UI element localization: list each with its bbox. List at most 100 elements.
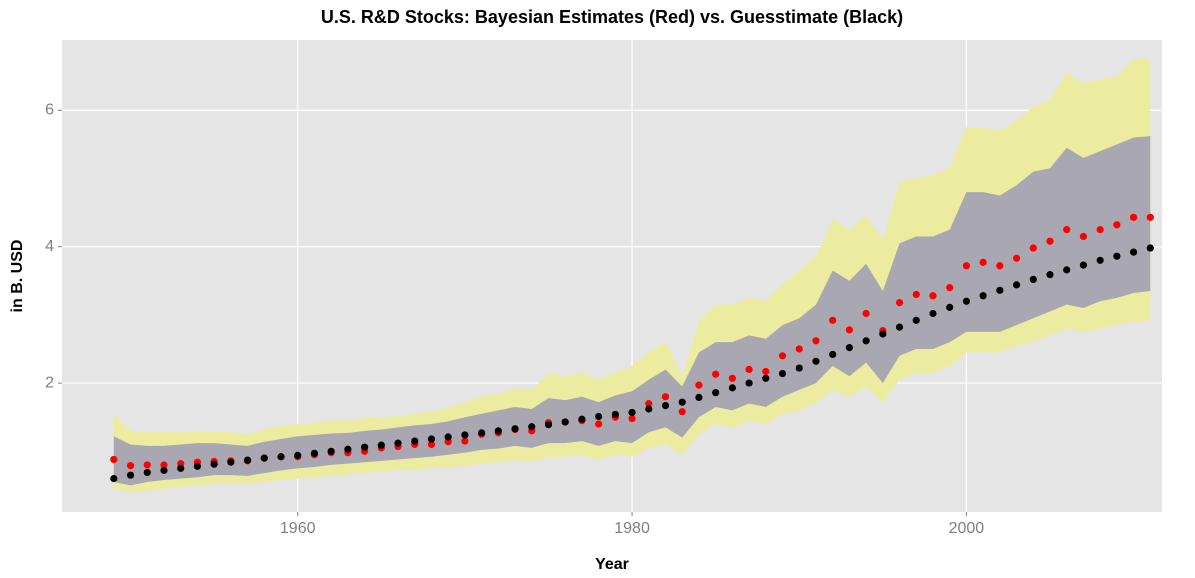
point bbox=[695, 393, 703, 402]
chart-title: U.S. R&D Stocks: Bayesian Estimates (Red… bbox=[321, 7, 903, 27]
point bbox=[427, 435, 436, 443]
y-axis-title: in B. USD bbox=[9, 240, 26, 313]
x-tick-label: 1960 bbox=[280, 520, 316, 537]
point bbox=[294, 451, 302, 459]
point bbox=[1012, 254, 1021, 262]
point bbox=[661, 401, 670, 410]
point bbox=[377, 441, 385, 449]
point bbox=[645, 405, 653, 413]
point bbox=[110, 474, 118, 483]
point bbox=[160, 466, 168, 474]
point bbox=[929, 292, 937, 300]
x-tick-label: 1980 bbox=[614, 520, 650, 537]
point bbox=[1029, 244, 1037, 252]
point bbox=[427, 440, 436, 449]
point bbox=[695, 381, 703, 389]
point bbox=[260, 454, 268, 462]
point bbox=[1029, 275, 1037, 284]
point bbox=[344, 445, 352, 453]
point bbox=[1012, 281, 1021, 289]
point bbox=[461, 437, 469, 445]
point bbox=[912, 290, 920, 299]
y-tick-label: 6 bbox=[45, 101, 54, 118]
point bbox=[494, 427, 502, 435]
point bbox=[778, 369, 787, 378]
x-tick-label: 2000 bbox=[949, 520, 985, 537]
point bbox=[778, 352, 787, 360]
point bbox=[979, 292, 987, 300]
point bbox=[444, 433, 452, 441]
point bbox=[829, 316, 837, 324]
point bbox=[360, 443, 369, 451]
point bbox=[478, 429, 486, 437]
point bbox=[578, 415, 586, 423]
point bbox=[962, 262, 971, 270]
point bbox=[712, 370, 720, 378]
point bbox=[745, 365, 753, 374]
point bbox=[762, 367, 770, 376]
point bbox=[595, 412, 603, 421]
point bbox=[1146, 213, 1154, 221]
point bbox=[1129, 248, 1138, 256]
point bbox=[628, 408, 636, 417]
point bbox=[795, 345, 803, 353]
point bbox=[1063, 266, 1071, 274]
point bbox=[678, 398, 686, 406]
point bbox=[1046, 271, 1054, 279]
point bbox=[879, 330, 887, 338]
point bbox=[1063, 226, 1071, 234]
point bbox=[795, 364, 803, 372]
ribbon bbox=[113, 59, 1151, 493]
point bbox=[661, 393, 670, 401]
y-tick-label: 4 bbox=[45, 238, 54, 255]
point bbox=[645, 399, 653, 408]
point bbox=[1146, 244, 1154, 252]
point bbox=[745, 379, 753, 387]
point bbox=[929, 309, 937, 318]
point bbox=[1113, 252, 1121, 260]
point bbox=[1113, 221, 1121, 229]
point bbox=[611, 410, 619, 419]
point bbox=[177, 464, 185, 472]
point bbox=[862, 309, 870, 318]
point bbox=[845, 326, 853, 334]
point bbox=[143, 468, 151, 477]
point bbox=[327, 447, 335, 455]
point bbox=[1079, 232, 1088, 241]
point bbox=[310, 449, 319, 457]
point bbox=[812, 337, 820, 345]
point bbox=[712, 389, 720, 397]
point bbox=[946, 283, 954, 292]
point bbox=[544, 421, 553, 429]
point bbox=[812, 357, 820, 365]
point bbox=[1046, 237, 1054, 245]
point bbox=[394, 439, 402, 447]
point bbox=[160, 461, 168, 469]
point bbox=[728, 374, 736, 382]
point bbox=[912, 316, 920, 324]
point bbox=[962, 297, 971, 305]
point bbox=[845, 344, 853, 352]
point bbox=[126, 471, 135, 479]
point bbox=[895, 323, 904, 331]
point bbox=[110, 455, 118, 464]
point bbox=[996, 286, 1004, 294]
point bbox=[862, 337, 870, 345]
point bbox=[678, 408, 686, 416]
point bbox=[561, 418, 569, 426]
point bbox=[193, 462, 202, 470]
point bbox=[996, 262, 1004, 270]
point bbox=[946, 303, 954, 311]
point bbox=[227, 458, 235, 466]
point bbox=[461, 431, 469, 439]
point bbox=[1079, 261, 1088, 269]
point bbox=[728, 384, 736, 392]
point bbox=[210, 460, 218, 468]
y-tick-label: 2 bbox=[45, 374, 54, 391]
point bbox=[1096, 226, 1104, 234]
point bbox=[829, 350, 837, 359]
point bbox=[511, 425, 519, 433]
point bbox=[1129, 213, 1138, 221]
point bbox=[143, 461, 151, 469]
